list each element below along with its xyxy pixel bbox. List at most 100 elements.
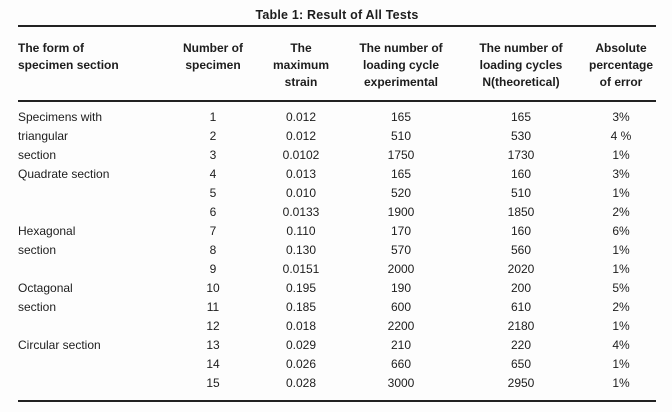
specimen-number-cell: 8 [209,243,217,257]
table-row: 9 0.0151 2000 2020 1% [18,260,656,279]
absolute-error-percent-cell: 3% [612,167,630,181]
table-row: section 3 0.0102 1750 1730 1% [18,146,656,165]
loading-cycle-experimental-cell: 660 [390,357,412,371]
maximum-strain-cell: 0.012 [285,129,317,143]
specimen-number-cell: 9 [209,262,217,276]
form-of-section-cell: Hexagonal [18,224,76,238]
maximum-strain-cell: 0.018 [285,319,317,333]
absolute-error-percent-cell: 4% [612,338,630,352]
form-of-section-cell: section [18,243,57,257]
loading-cycle-experimental-cell: 2200 [387,319,415,333]
specimen-number-cell: 13 [206,338,220,352]
table-header-row: The form of specimen section Number of sp… [18,27,656,100]
form-of-section-cell [18,317,170,336]
absolute-error-percent-cell: 3% [612,110,630,124]
loading-cycle-experimental-cell: 190 [390,281,412,295]
maximum-strain-cell: 0.195 [285,281,317,295]
maximum-strain-cell: 0.012 [285,110,317,124]
table-row: 15 0.028 3000 2950 1% [18,374,656,393]
form-of-section-cell [18,355,170,374]
absolute-error-percent-cell: 2% [612,300,630,314]
form-of-section-cell [18,184,170,203]
column-header-loading-cycles-theoretical: The number of loading cycles N(theoretic… [479,41,563,89]
table-row: 6 0.0133 1900 1850 2% [18,203,656,222]
table-row: triangular 2 0.012 510 530 4 % [18,127,656,146]
form-of-section-cell: Octagonal [18,281,73,295]
form-of-section-cell [18,203,170,222]
table-row: 14 0.026 660 650 1% [18,355,656,374]
specimen-number-cell: 7 [209,224,217,238]
absolute-error-percent-cell: 1% [612,262,630,276]
column-header-absolute-error-percent: Absolute percentage of error [588,41,654,89]
loading-cycle-experimental-cell: 1900 [387,205,415,219]
specimen-number-cell: 3 [209,148,217,162]
column-header-maximum-strain: The maximum strain [272,41,330,89]
loading-cycle-experimental-cell: 3000 [387,376,415,390]
absolute-error-percent-cell: 1% [612,243,630,257]
loading-cycles-theoretical-cell: 650 [510,357,532,371]
loading-cycles-theoretical-cell: 220 [510,338,532,352]
form-of-section-cell: Specimens with [18,110,103,124]
absolute-error-percent-cell: 1% [612,319,630,333]
bottom-rule [18,400,656,402]
maximum-strain-cell: 0.026 [285,357,317,371]
specimen-number-cell: 5 [209,186,217,200]
loading-cycles-theoretical-cell: 165 [510,110,532,124]
maximum-strain-cell: 0.010 [285,186,317,200]
loading-cycles-theoretical-cell: 160 [510,224,532,238]
loading-cycles-theoretical-cell: 2020 [507,262,535,276]
table-row: Quadrate section 4 0.013 165 160 3% [18,165,656,184]
loading-cycle-experimental-cell: 210 [390,338,412,352]
table-row: section 8 0.130 570 560 1% [18,241,656,260]
absolute-error-percent-cell: 6% [612,224,630,238]
table-row: 12 0.018 2200 2180 1% [18,317,656,336]
maximum-strain-cell: 0.013 [285,167,317,181]
loading-cycle-experimental-cell: 1750 [387,148,415,162]
column-header-specimen-number: Number of specimen [183,41,243,72]
table-row: Octagonal 10 0.195 190 200 5% [18,279,656,298]
loading-cycles-theoretical-cell: 1850 [507,205,535,219]
column-header-form-of-section: The form of specimen section [18,41,119,72]
column-header-loading-cycle-experimental: The number of loading cycle experimental [359,41,443,89]
loading-cycle-experimental-cell: 600 [390,300,412,314]
absolute-error-percent-cell: 1% [612,376,630,390]
table-body: Specimens with 1 0.012 165 165 3% triangular 2 0… [18,102,656,400]
table-row: Hexagonal 7 0.110 170 160 6% [18,222,656,241]
loading-cycles-theoretical-cell: 2950 [507,376,535,390]
specimen-number-cell: 10 [206,281,220,295]
form-of-section-cell: Circular section [18,338,101,352]
loading-cycle-experimental-cell: 170 [390,224,412,238]
table-row: section 11 0.185 600 610 2% [18,298,656,317]
absolute-error-percent-cell: 4 % [610,129,632,143]
specimen-number-cell: 15 [206,376,220,390]
header-rule [18,100,656,102]
maximum-strain-cell: 0.110 [286,224,316,238]
form-of-section-cell: section [18,148,57,162]
table-row: 5 0.010 520 510 1% [18,184,656,203]
maximum-strain-cell: 0.185 [285,300,317,314]
specimen-number-cell: 2 [209,129,217,143]
form-of-section-cell: triangular [18,129,69,143]
specimen-number-cell: 6 [209,205,217,219]
loading-cycle-experimental-cell: 165 [390,167,412,181]
maximum-strain-cell: 0.0102 [282,148,320,162]
loading-cycle-experimental-cell: 165 [390,110,412,124]
specimen-number-cell: 4 [209,167,217,181]
loading-cycle-experimental-cell: 2000 [387,262,415,276]
maximum-strain-cell: 0.0151 [282,262,320,276]
loading-cycles-theoretical-cell: 610 [510,300,532,314]
maximum-strain-cell: 0.028 [285,376,317,390]
absolute-error-percent-cell: 1% [612,186,630,200]
loading-cycles-theoretical-cell: 510 [510,186,532,200]
specimen-number-cell: 12 [206,319,220,333]
form-of-section-cell: Quadrate section [18,167,110,181]
loading-cycles-theoretical-cell: 530 [510,129,532,143]
specimen-number-cell: 14 [206,357,220,371]
table-row: Specimens with 1 0.012 165 165 3% [18,108,656,127]
absolute-error-percent-cell: 5% [612,281,630,295]
form-of-section-cell [18,260,170,279]
results-table: Table 1: Result of All Tests The form of… [18,8,656,402]
maximum-strain-cell: 0.029 [285,338,317,352]
loading-cycle-experimental-cell: 510 [390,129,412,143]
loading-cycles-theoretical-cell: 160 [510,167,532,181]
